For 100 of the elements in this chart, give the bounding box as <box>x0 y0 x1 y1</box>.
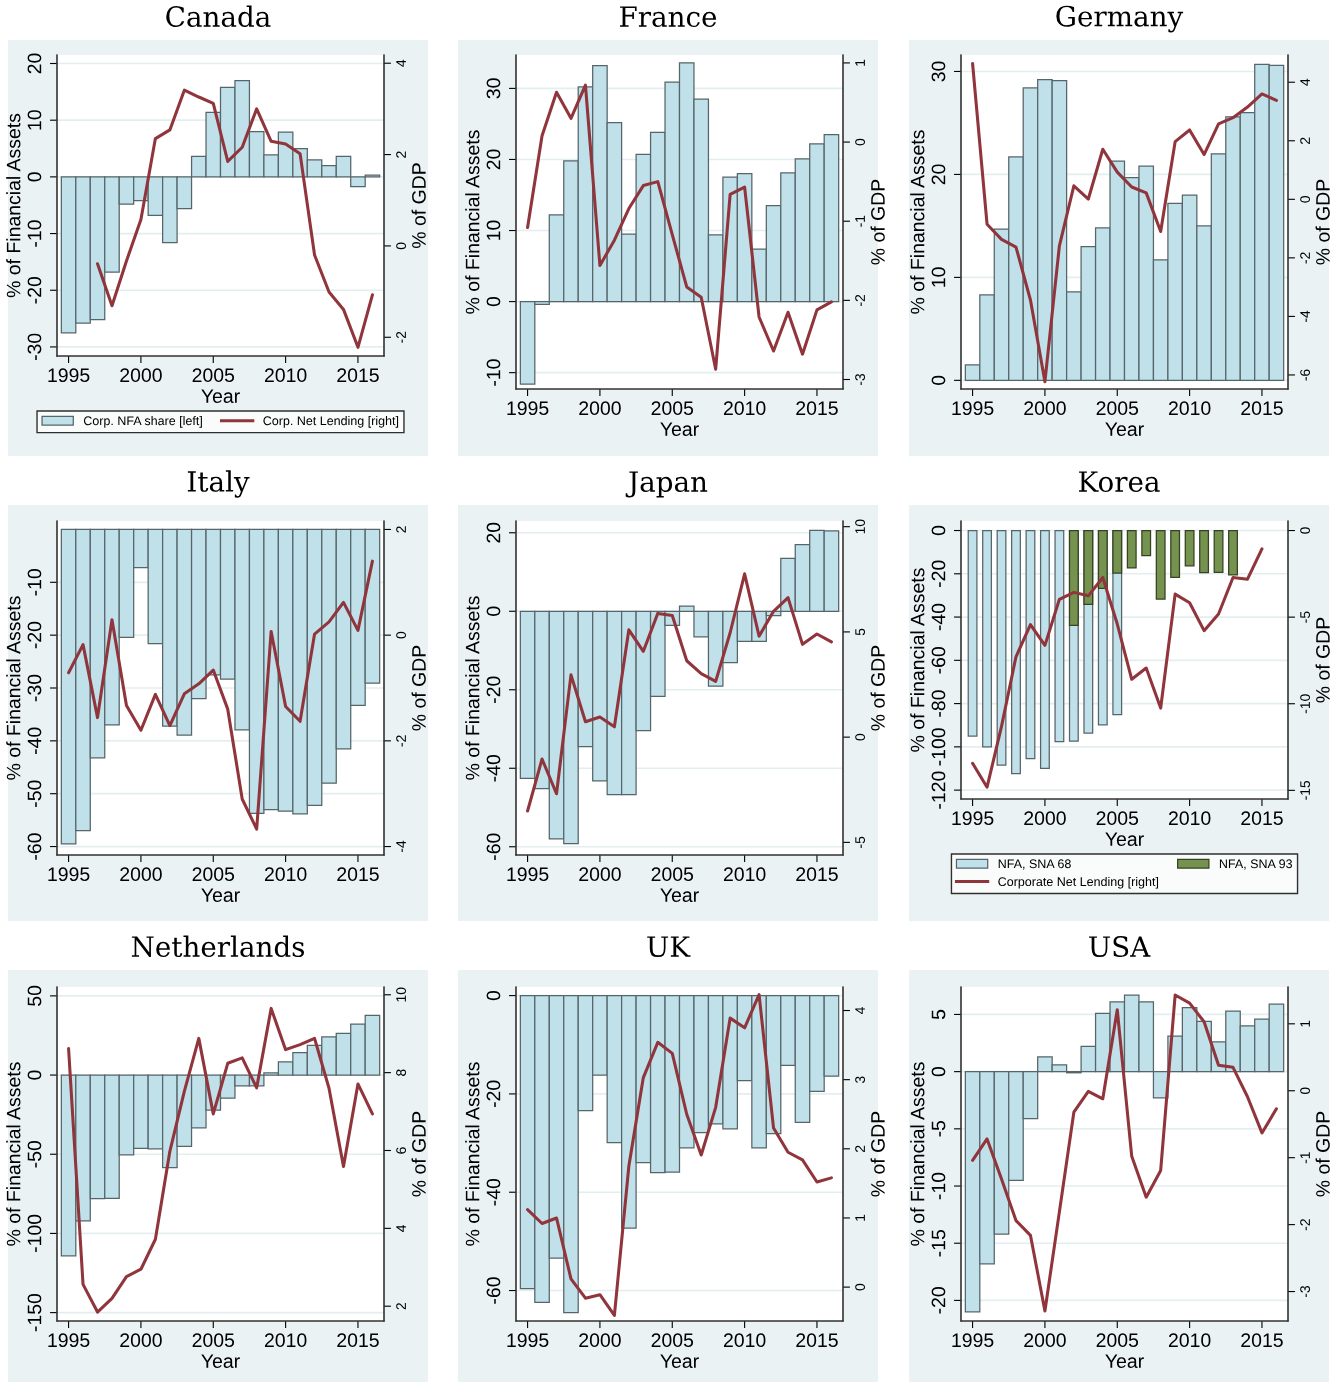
y-tick-label: 0 <box>931 1067 946 1077</box>
y2-tick-label: 1 <box>855 59 865 66</box>
y-tick-label: -40 <box>931 603 946 631</box>
y-tick-label: 5 <box>931 1009 946 1020</box>
x-tick-label: 2015 <box>1241 811 1283 826</box>
y2-tick-label: 2 <box>396 526 406 533</box>
x-tick-label: 1995 <box>952 811 994 826</box>
y2-tick-label: 4 <box>396 1224 406 1232</box>
chart-title: Italy <box>187 470 250 498</box>
y-tick-label: -20 <box>931 1287 946 1314</box>
y-tick-label: 20 <box>486 522 501 543</box>
x-tick-label: 2000 <box>1024 811 1066 826</box>
y2-tick-label: -4 <box>1300 310 1310 322</box>
y-tick-label: -50 <box>27 1140 42 1168</box>
y-tick-label: -40 <box>486 754 501 782</box>
y2-tick-label: 2 <box>1300 137 1310 144</box>
x-axis-title: Year <box>660 422 699 436</box>
x-tick-label: 2010 <box>264 368 307 383</box>
y-tick-label: -120 <box>931 771 946 809</box>
y2-tick-label: -2 <box>1300 252 1310 264</box>
x-tick-label: 1995 <box>48 368 90 383</box>
y-tick-label: -40 <box>486 1178 501 1206</box>
x-tick-label: 2015 <box>337 368 379 383</box>
x-axis-title: Year <box>1105 422 1144 436</box>
y-tick-label: 10 <box>486 220 501 240</box>
y-tick-label: 0 <box>27 172 42 182</box>
y-axis-title: % of Financial Assets <box>465 596 480 780</box>
y2-tick-label: 2 <box>396 151 406 158</box>
y2-tick-label: -5 <box>1300 611 1311 623</box>
y-axis-title: % of Financial Assets <box>465 1062 480 1246</box>
y2-axis-title: % of GDP <box>411 163 426 249</box>
x-tick-label: 2010 <box>723 867 766 882</box>
x-axis-title: Year <box>1105 832 1144 846</box>
y-tick-label: 30 <box>931 61 946 82</box>
y-axis-title: % of Financial Assets <box>6 596 21 780</box>
x-axis-title: Year <box>660 1354 699 1368</box>
chart-title: Korea <box>1079 471 1160 493</box>
line-series <box>526 83 833 371</box>
y-tick-label: -150 <box>27 1293 42 1332</box>
y-tick-label: -30 <box>27 333 42 361</box>
y-tick-label: 20 <box>486 149 501 170</box>
y2-tick-label: 6 <box>396 1147 407 1154</box>
x-axis-title: Year <box>660 888 699 902</box>
legend-label: Corp. Net Lending [right] <box>263 416 399 428</box>
y2-axis-title: % of GDP <box>1315 179 1330 265</box>
y2-axis-title: % of GDP <box>870 1111 885 1197</box>
y-tick-label: 20 <box>27 53 42 74</box>
y2-tick-label: 8 <box>396 1069 407 1076</box>
line-series <box>971 547 1264 789</box>
x-axis-title: Year <box>1105 1354 1144 1368</box>
y2-axis-title: % of GDP <box>870 179 885 265</box>
y2-tick-label: 0 <box>855 733 866 741</box>
chart-title: France <box>620 6 717 28</box>
x-tick-label: 2000 <box>1024 401 1066 416</box>
y-axis-title: % of Financial Assets <box>6 1062 21 1246</box>
x-tick-label: 2000 <box>120 368 162 383</box>
x-tick-label: 2005 <box>1096 811 1139 826</box>
y2-axis-title: % of GDP <box>411 645 426 731</box>
chart-title: Canada <box>166 5 271 28</box>
y-tick-label: -40 <box>27 727 42 755</box>
y-axis-title: % of Financial Assets <box>910 568 925 752</box>
y2-tick-label: 4 <box>855 1007 865 1015</box>
y2-tick-label: 0 <box>855 138 866 146</box>
y-tick-label: 0 <box>486 296 501 307</box>
x-tick-label: 2015 <box>796 867 838 882</box>
y-tick-label: 0 <box>931 525 946 536</box>
y-tick-label: 10 <box>931 267 946 287</box>
x-tick-label: 1995 <box>952 1333 994 1348</box>
x-tick-label: 2010 <box>264 1333 307 1348</box>
y-tick-label: -20 <box>486 676 501 703</box>
y2-tick-label: 0 <box>1300 527 1311 534</box>
x-tick-label: 2000 <box>579 1333 621 1348</box>
y-tick-label: -80 <box>931 690 946 717</box>
y-axis-title: % of Financial Assets <box>6 113 21 298</box>
y2-tick-label: 5 <box>855 628 866 636</box>
y-tick-label: -10 <box>931 1172 946 1200</box>
y-tick-label: 0 <box>486 606 501 616</box>
y2-tick-label: -5 <box>855 836 866 848</box>
x-tick-label: 2000 <box>120 867 162 882</box>
x-tick-label: 2010 <box>1168 401 1211 416</box>
y2-tick-label: 3 <box>855 1076 866 1083</box>
line-series <box>971 993 1278 1313</box>
chart-title: Germany <box>1056 5 1184 33</box>
y-tick-label: -10 <box>27 220 42 247</box>
y-tick-label: -60 <box>931 647 946 674</box>
y2-tick-label: -2 <box>396 331 406 343</box>
x-tick-label: 2010 <box>1168 811 1211 826</box>
legend-label: Corporate Net Lending [right] <box>998 876 1159 889</box>
x-tick-label: 2005 <box>651 867 694 882</box>
x-axis-title: Year <box>201 389 240 403</box>
chart-title: UK <box>647 936 691 958</box>
x-tick-label: 2000 <box>579 401 621 416</box>
y2-tick-label: -3 <box>855 373 866 386</box>
x-tick-label: 2010 <box>723 401 766 416</box>
y-tick-label: 0 <box>27 1070 42 1080</box>
y-tick-label: 0 <box>931 375 946 385</box>
x-axis-title: Year <box>201 888 240 902</box>
x-tick-label: 2005 <box>192 1333 235 1348</box>
x-tick-label: 2015 <box>796 1333 838 1348</box>
y2-tick-label: 4 <box>1300 78 1310 86</box>
